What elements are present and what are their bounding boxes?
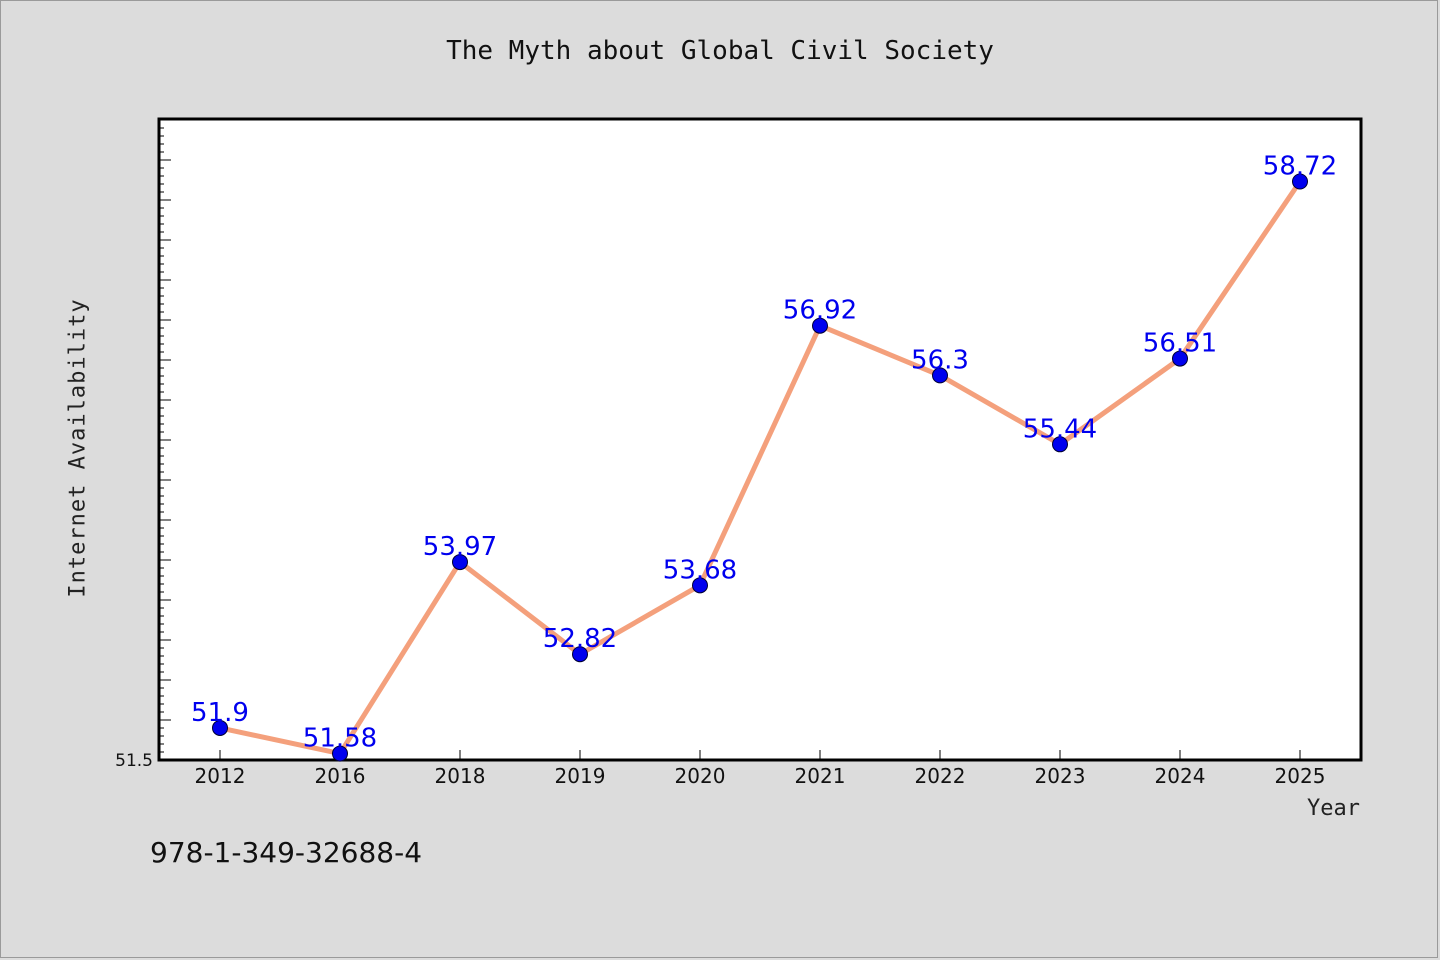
series-group xyxy=(212,173,1308,762)
x-tick-label: 2018 xyxy=(435,764,486,788)
plot-area xyxy=(157,117,1363,762)
x-tick-label: 2024 xyxy=(1155,764,1206,788)
data-label: 56.92 xyxy=(783,296,857,326)
x-tick-label: 2025 xyxy=(1275,764,1326,788)
data-point xyxy=(452,554,468,571)
x-tick-label: 2022 xyxy=(915,764,966,788)
data-point xyxy=(212,719,228,736)
x-tick-label: 2016 xyxy=(315,764,366,788)
data-point xyxy=(1292,173,1308,190)
x-ticks: 2012 2016 2018 2019 2020 2021 2022 2023 2024 2025 xyxy=(195,750,1326,788)
data-point xyxy=(812,317,828,334)
data-label: 58.72 xyxy=(1263,151,1337,181)
x-tick-label: 2020 xyxy=(675,764,726,788)
x-tick-label: 2023 xyxy=(1035,764,1086,788)
data-point xyxy=(932,367,948,384)
data-label: 56.3 xyxy=(911,345,969,375)
y-tick-label: 51.5 xyxy=(115,751,153,771)
series-line xyxy=(219,180,1303,757)
y-ticks: 51.5 xyxy=(115,119,171,771)
x-axis-label: Year xyxy=(1307,796,1360,821)
isbn-footer: 978-1-349-32688-4 xyxy=(150,836,423,869)
data-label: 55.44 xyxy=(1023,414,1097,444)
data-labels: 51.9 51.58 53.97 52.82 53.68 56.92 56.3 55.44 56… xyxy=(191,151,1337,753)
x-tick-label: 2021 xyxy=(795,764,846,788)
data-label: 56.51 xyxy=(1143,329,1217,359)
data-label: 53.97 xyxy=(423,532,497,562)
data-point xyxy=(692,577,708,594)
data-point xyxy=(572,646,588,663)
x-tick-label: 2019 xyxy=(555,764,606,788)
x-tick-label: 2012 xyxy=(195,764,246,788)
data-point xyxy=(332,745,348,762)
data-point xyxy=(1172,350,1188,367)
data-label: 52.82 xyxy=(543,624,617,654)
data-label: 53.68 xyxy=(663,555,737,585)
data-label: 51.58 xyxy=(303,724,377,754)
data-point xyxy=(1052,436,1068,453)
chart-title: The Myth about Global Civil Society xyxy=(446,36,994,66)
data-label: 51.9 xyxy=(191,698,249,728)
